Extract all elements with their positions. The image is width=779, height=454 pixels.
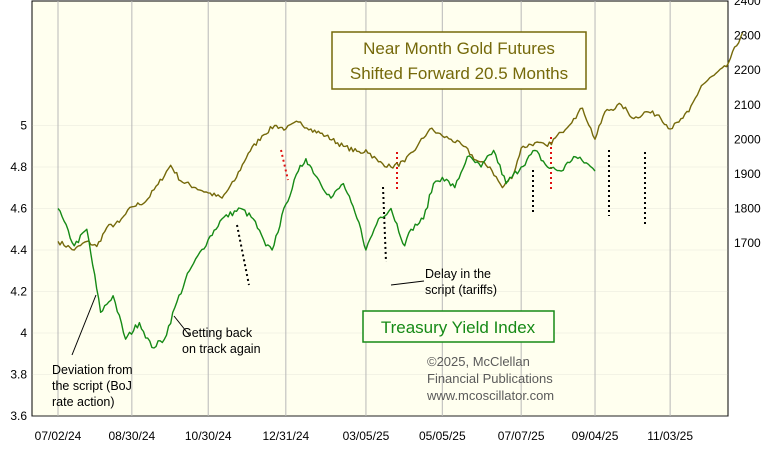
chart-title-box: Near Month Gold Futures Shifted Forward … [331, 31, 587, 90]
series-lines [57, 31, 744, 349]
left-tick-label: 4.2 [10, 285, 27, 299]
annotation-line: the script (BoJ [52, 379, 132, 393]
x-tick-label: 03/05/25 [343, 429, 390, 443]
left-tick-label: 3.6 [10, 409, 27, 423]
annotation-text: Deviation from the script (BoJ rate action… [52, 363, 133, 409]
dotted-marker-line [236, 224, 250, 286]
right-tick-label: 1800 [734, 202, 761, 216]
right-tick-label: 2200 [734, 63, 761, 77]
annotation-line: Delay in the [425, 267, 491, 281]
x-tick-label: 05/05/25 [419, 429, 466, 443]
right-tick-label: 2100 [734, 98, 761, 112]
x-tick-label: 10/30/24 [185, 429, 232, 443]
left-tick-label: 4 [20, 326, 27, 340]
treasury-yield-line [57, 149, 596, 349]
grid [32, 1, 728, 417]
x-tick-label: 11/03/25 [647, 429, 693, 443]
chart-title-line-1: Near Month Gold Futures [363, 39, 555, 58]
annotation-line: Getting back [182, 326, 253, 340]
gold-futures-line [57, 31, 744, 251]
left-tick-label: 5 [20, 119, 27, 133]
annotation-text: Delay in the script (tariffs) [425, 267, 497, 297]
annotations: Delay in the script (tariffs) Deviation fr… [52, 267, 497, 409]
credit-block: ©2025, McClellan Financial Publications ww… [426, 354, 554, 403]
marker-lines [236, 137, 646, 286]
annotation-line: on track again [182, 342, 261, 356]
credit-text: ©2025, McClellan Financial Publications ww… [426, 354, 554, 403]
left-tick-label: 3.8 [10, 368, 27, 382]
right-tick-label: 2400 [734, 0, 761, 8]
right-tick-label: 1900 [734, 167, 761, 181]
credit-line: ©2025, McClellan [427, 354, 530, 369]
left-tick-label: 4.8 [10, 160, 27, 174]
left-tick-label: 4.4 [10, 243, 27, 257]
x-tick-label: 09/04/25 [572, 429, 619, 443]
credit-line: www.mcoscillator.com [426, 388, 554, 403]
legend-box: Treasury Yield Index [362, 310, 555, 343]
chart-title-line-2: Shifted Forward 20.5 Months [350, 64, 568, 83]
x-tick-label: 12/31/24 [262, 429, 309, 443]
annotation-line: Deviation from [52, 363, 133, 377]
annotation-text: Getting back on track again [182, 326, 261, 356]
annotation-pointer [173, 315, 191, 337]
chart-title-frame [331, 31, 587, 90]
dotted-marker-line [280, 149, 289, 181]
annotation-pointer [390, 280, 425, 286]
x-tick-label: 07/02/24 [35, 429, 82, 443]
x-tick-label: 07/07/25 [498, 429, 545, 443]
annotation-line: rate action) [52, 395, 115, 409]
axis-tick-labels: 07/02/24 08/30/24 10/30/24 12/31/24 03/05/25… [10, 0, 761, 443]
right-tick-label: 2000 [734, 132, 761, 146]
left-tick-label: 4.6 [10, 202, 27, 216]
credit-line: Financial Publications [427, 371, 553, 386]
legend-box-frame [362, 310, 555, 343]
x-tick-label: 08/30/24 [108, 429, 155, 443]
annotation-pointer [71, 294, 97, 356]
right-tick-label: 2300 [734, 29, 761, 43]
annotation-line: script (tariffs) [425, 283, 497, 297]
legend-label: Treasury Yield Index [381, 318, 536, 337]
right-tick-label: 1700 [734, 236, 761, 250]
